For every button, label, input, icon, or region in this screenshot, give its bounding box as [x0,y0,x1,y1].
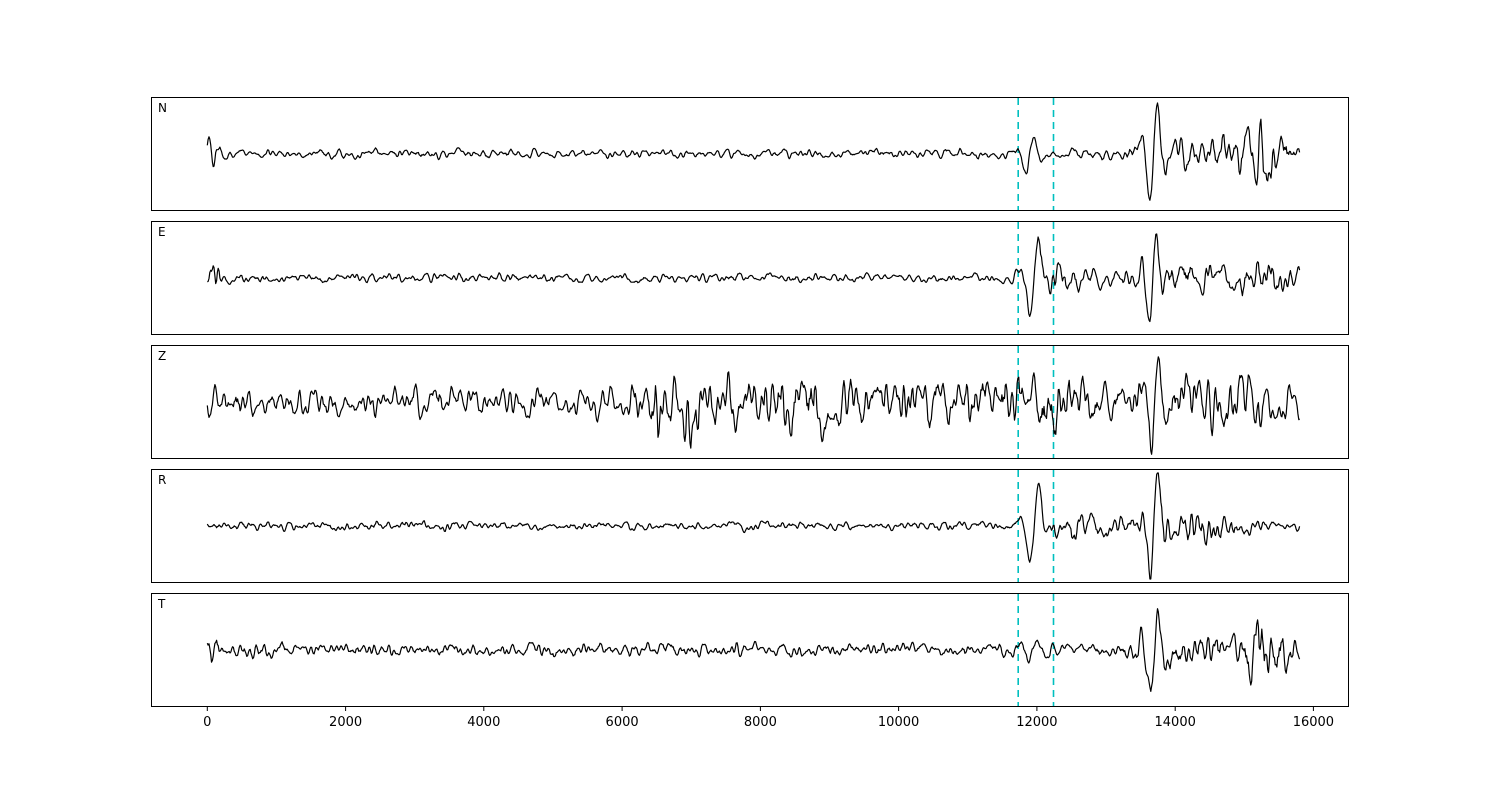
x-tick-label: 10000 [877,715,920,730]
x-tick-label: 2000 [329,715,363,730]
waveform-plot-area [206,470,1301,582]
waveform-trace [207,233,1301,323]
waveform-trace [206,472,1301,580]
waveform-trace [206,608,1301,693]
x-tick-label: 14000 [1154,715,1196,730]
x-tick-label: 8000 [743,715,777,730]
x-tick-label: 12000 [1016,715,1058,730]
waveform-plot-area [207,222,1301,334]
channel-label: N [158,101,167,115]
subplot-z-panel: Z [151,345,1349,459]
channel-label: T [158,597,166,611]
subplot-t-panel: T [151,593,1349,707]
channel-label: R [158,473,167,487]
waveform-trace [206,356,1301,455]
x-axis-ticks [206,707,1314,711]
waveform-plot-area [206,594,1301,706]
subplot-e-panel: E [151,221,1349,335]
waveform-plot-area [206,346,1301,458]
x-axis-labels: 0 2000 4000 6000 8000 10000 12000 14000 16000 [152,715,1350,735]
x-tick-label: 0 [203,715,212,730]
x-tick-label: 6000 [605,715,639,730]
channel-label: Z [158,349,167,363]
waveform-trace [206,102,1301,201]
subplot-n-panel: N [151,97,1349,211]
x-tick-label: 4000 [467,715,501,730]
channel-label: E [158,225,166,239]
subplot-r-panel: R [151,469,1349,583]
x-tick-label: 16000 [1292,715,1335,730]
waveform-plot-area [206,98,1301,210]
